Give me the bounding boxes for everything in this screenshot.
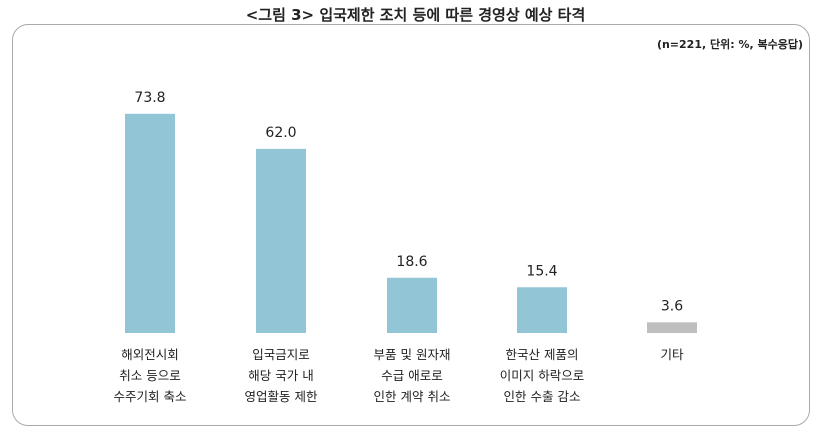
category-label: 한국산 제품의 이미지 하락으로 인한 수출 감소: [499, 347, 585, 404]
bar: [125, 113, 175, 334]
bar: [647, 322, 697, 333]
data-label: 3.6: [661, 298, 683, 314]
data-label: 15.4: [526, 263, 557, 279]
bar: [256, 148, 306, 333]
category-label: 입국금지로 해당 국가 내 영업활동 제한: [244, 347, 318, 404]
category-label: 해외전시회 취소 등으로 수주기회 축소: [113, 347, 187, 404]
data-label: 73.8: [134, 90, 165, 106]
category-label: 기타: [660, 347, 684, 362]
data-label: 62.0: [265, 125, 296, 141]
bar: [517, 287, 567, 333]
chart-title: <그림 3> 입국제한 조치 등에 따른 경영상 예상 타격: [245, 6, 586, 24]
chart-subtitle: (n=221, 단위: %, 복수응답): [656, 38, 803, 51]
category-label: 부품 및 원자재 수급 애로로 인한 계약 취소: [373, 347, 451, 404]
chart-frame: [12, 24, 810, 426]
data-label: 18.6: [396, 254, 427, 270]
bar: [387, 277, 437, 333]
